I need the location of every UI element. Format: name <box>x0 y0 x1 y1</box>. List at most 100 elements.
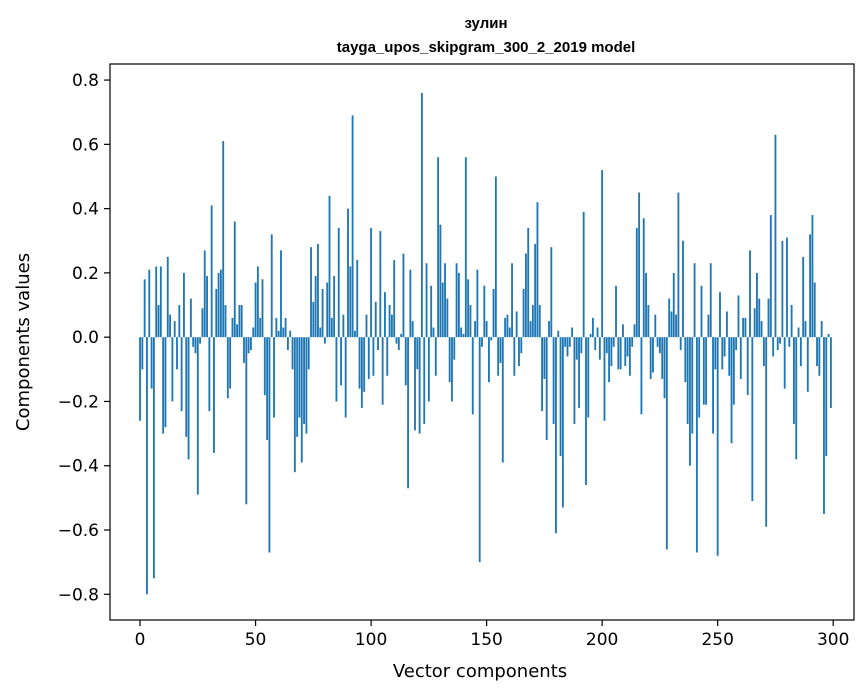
bar-292 <box>813 282 816 338</box>
bar-170 <box>531 305 534 338</box>
bar-219 <box>645 272 647 338</box>
bar-122 <box>421 92 423 338</box>
bar-162 <box>513 337 516 376</box>
bar-165 <box>520 337 523 354</box>
bar-184 <box>564 337 567 347</box>
bar-66 <box>291 337 294 370</box>
bar-87 <box>340 337 342 386</box>
bar-164 <box>518 337 520 367</box>
bar-251 <box>719 292 721 338</box>
y-axis-label: Components values <box>13 253 34 431</box>
bar-65 <box>289 330 292 338</box>
bar-78 <box>319 327 322 338</box>
bar-222 <box>652 337 654 373</box>
bar-61 <box>280 250 282 338</box>
bar-182 <box>559 337 562 457</box>
bar-45 <box>243 337 245 363</box>
bar-283 <box>793 337 795 424</box>
bar-248 <box>712 337 714 434</box>
bar-159 <box>506 314 509 338</box>
bar-38 <box>226 337 229 399</box>
bar-286 <box>799 337 802 367</box>
bar-83 <box>330 317 333 338</box>
bar-115 <box>404 337 407 386</box>
y-tick-label: 0.6 <box>72 135 99 155</box>
bar-136 <box>453 337 456 360</box>
bar-181 <box>557 330 560 338</box>
bar-35 <box>219 269 222 338</box>
bar-190 <box>578 337 580 408</box>
bar-21 <box>187 337 190 460</box>
bar-167 <box>524 253 527 338</box>
bar-98 <box>365 314 368 338</box>
bar-8 <box>157 305 160 338</box>
bar-225 <box>658 337 661 354</box>
bar-174 <box>541 337 543 412</box>
bar-11 <box>164 337 167 428</box>
chart-title: зулин <box>464 15 507 32</box>
bar-110 <box>393 260 396 338</box>
bar-130 <box>439 224 442 338</box>
bar-102 <box>374 301 377 338</box>
bar-46 <box>245 337 248 505</box>
bar-192 <box>582 211 585 338</box>
bar-34 <box>217 272 220 338</box>
bar-269 <box>760 321 763 338</box>
bar-79 <box>321 288 324 338</box>
bar-295 <box>820 321 823 338</box>
bar-76 <box>314 276 317 338</box>
bar-41 <box>233 221 236 338</box>
bar-109 <box>390 314 393 338</box>
bar-193 <box>585 337 587 486</box>
bar-29 <box>206 276 208 338</box>
bar-195 <box>589 333 592 338</box>
bar-97 <box>363 337 366 392</box>
bar-156 <box>499 337 502 363</box>
bar-236 <box>684 337 687 383</box>
bar-196 <box>591 317 594 338</box>
bar-106 <box>384 292 386 338</box>
bar-55 <box>266 337 269 441</box>
bar-151 <box>488 337 490 383</box>
bar-77 <box>317 243 319 338</box>
y-tick-label: −0.8 <box>58 585 99 605</box>
y-tick-label: −0.4 <box>58 457 99 477</box>
bar-256 <box>730 337 733 444</box>
bar-14 <box>171 337 174 402</box>
bar-172 <box>536 202 539 338</box>
bar-125 <box>427 337 430 402</box>
y-tick-label: −0.2 <box>58 392 99 412</box>
bar-261 <box>742 317 745 338</box>
x-tick-label: 0 <box>135 630 146 650</box>
bar-26 <box>199 337 202 344</box>
bar-260 <box>739 337 742 379</box>
bar-44 <box>240 305 243 338</box>
bar-197 <box>594 337 597 351</box>
bars-group <box>139 92 832 595</box>
bar-148 <box>481 337 483 347</box>
bar-17 <box>178 305 181 338</box>
bar-153 <box>492 288 495 338</box>
bar-271 <box>765 337 768 527</box>
bar-141 <box>464 157 467 338</box>
bar-207 <box>617 337 620 370</box>
bar-171 <box>534 243 537 338</box>
bar-227 <box>663 337 666 399</box>
bar-179 <box>552 337 555 424</box>
bar-150 <box>485 321 488 338</box>
bar-202 <box>605 337 608 354</box>
bar-229 <box>668 298 671 338</box>
bar-198 <box>596 327 599 338</box>
bar-186 <box>568 337 571 347</box>
bar-126 <box>430 285 433 338</box>
y-tick-label: 0.2 <box>72 264 99 284</box>
bar-50 <box>254 282 257 338</box>
bar-293 <box>816 337 818 367</box>
bar-89 <box>344 337 347 418</box>
bar-33 <box>215 288 218 338</box>
bar-224 <box>656 337 659 347</box>
bar-244 <box>702 337 705 405</box>
bar-160 <box>508 327 511 338</box>
bar-183 <box>561 337 564 508</box>
bar-132 <box>444 263 446 338</box>
